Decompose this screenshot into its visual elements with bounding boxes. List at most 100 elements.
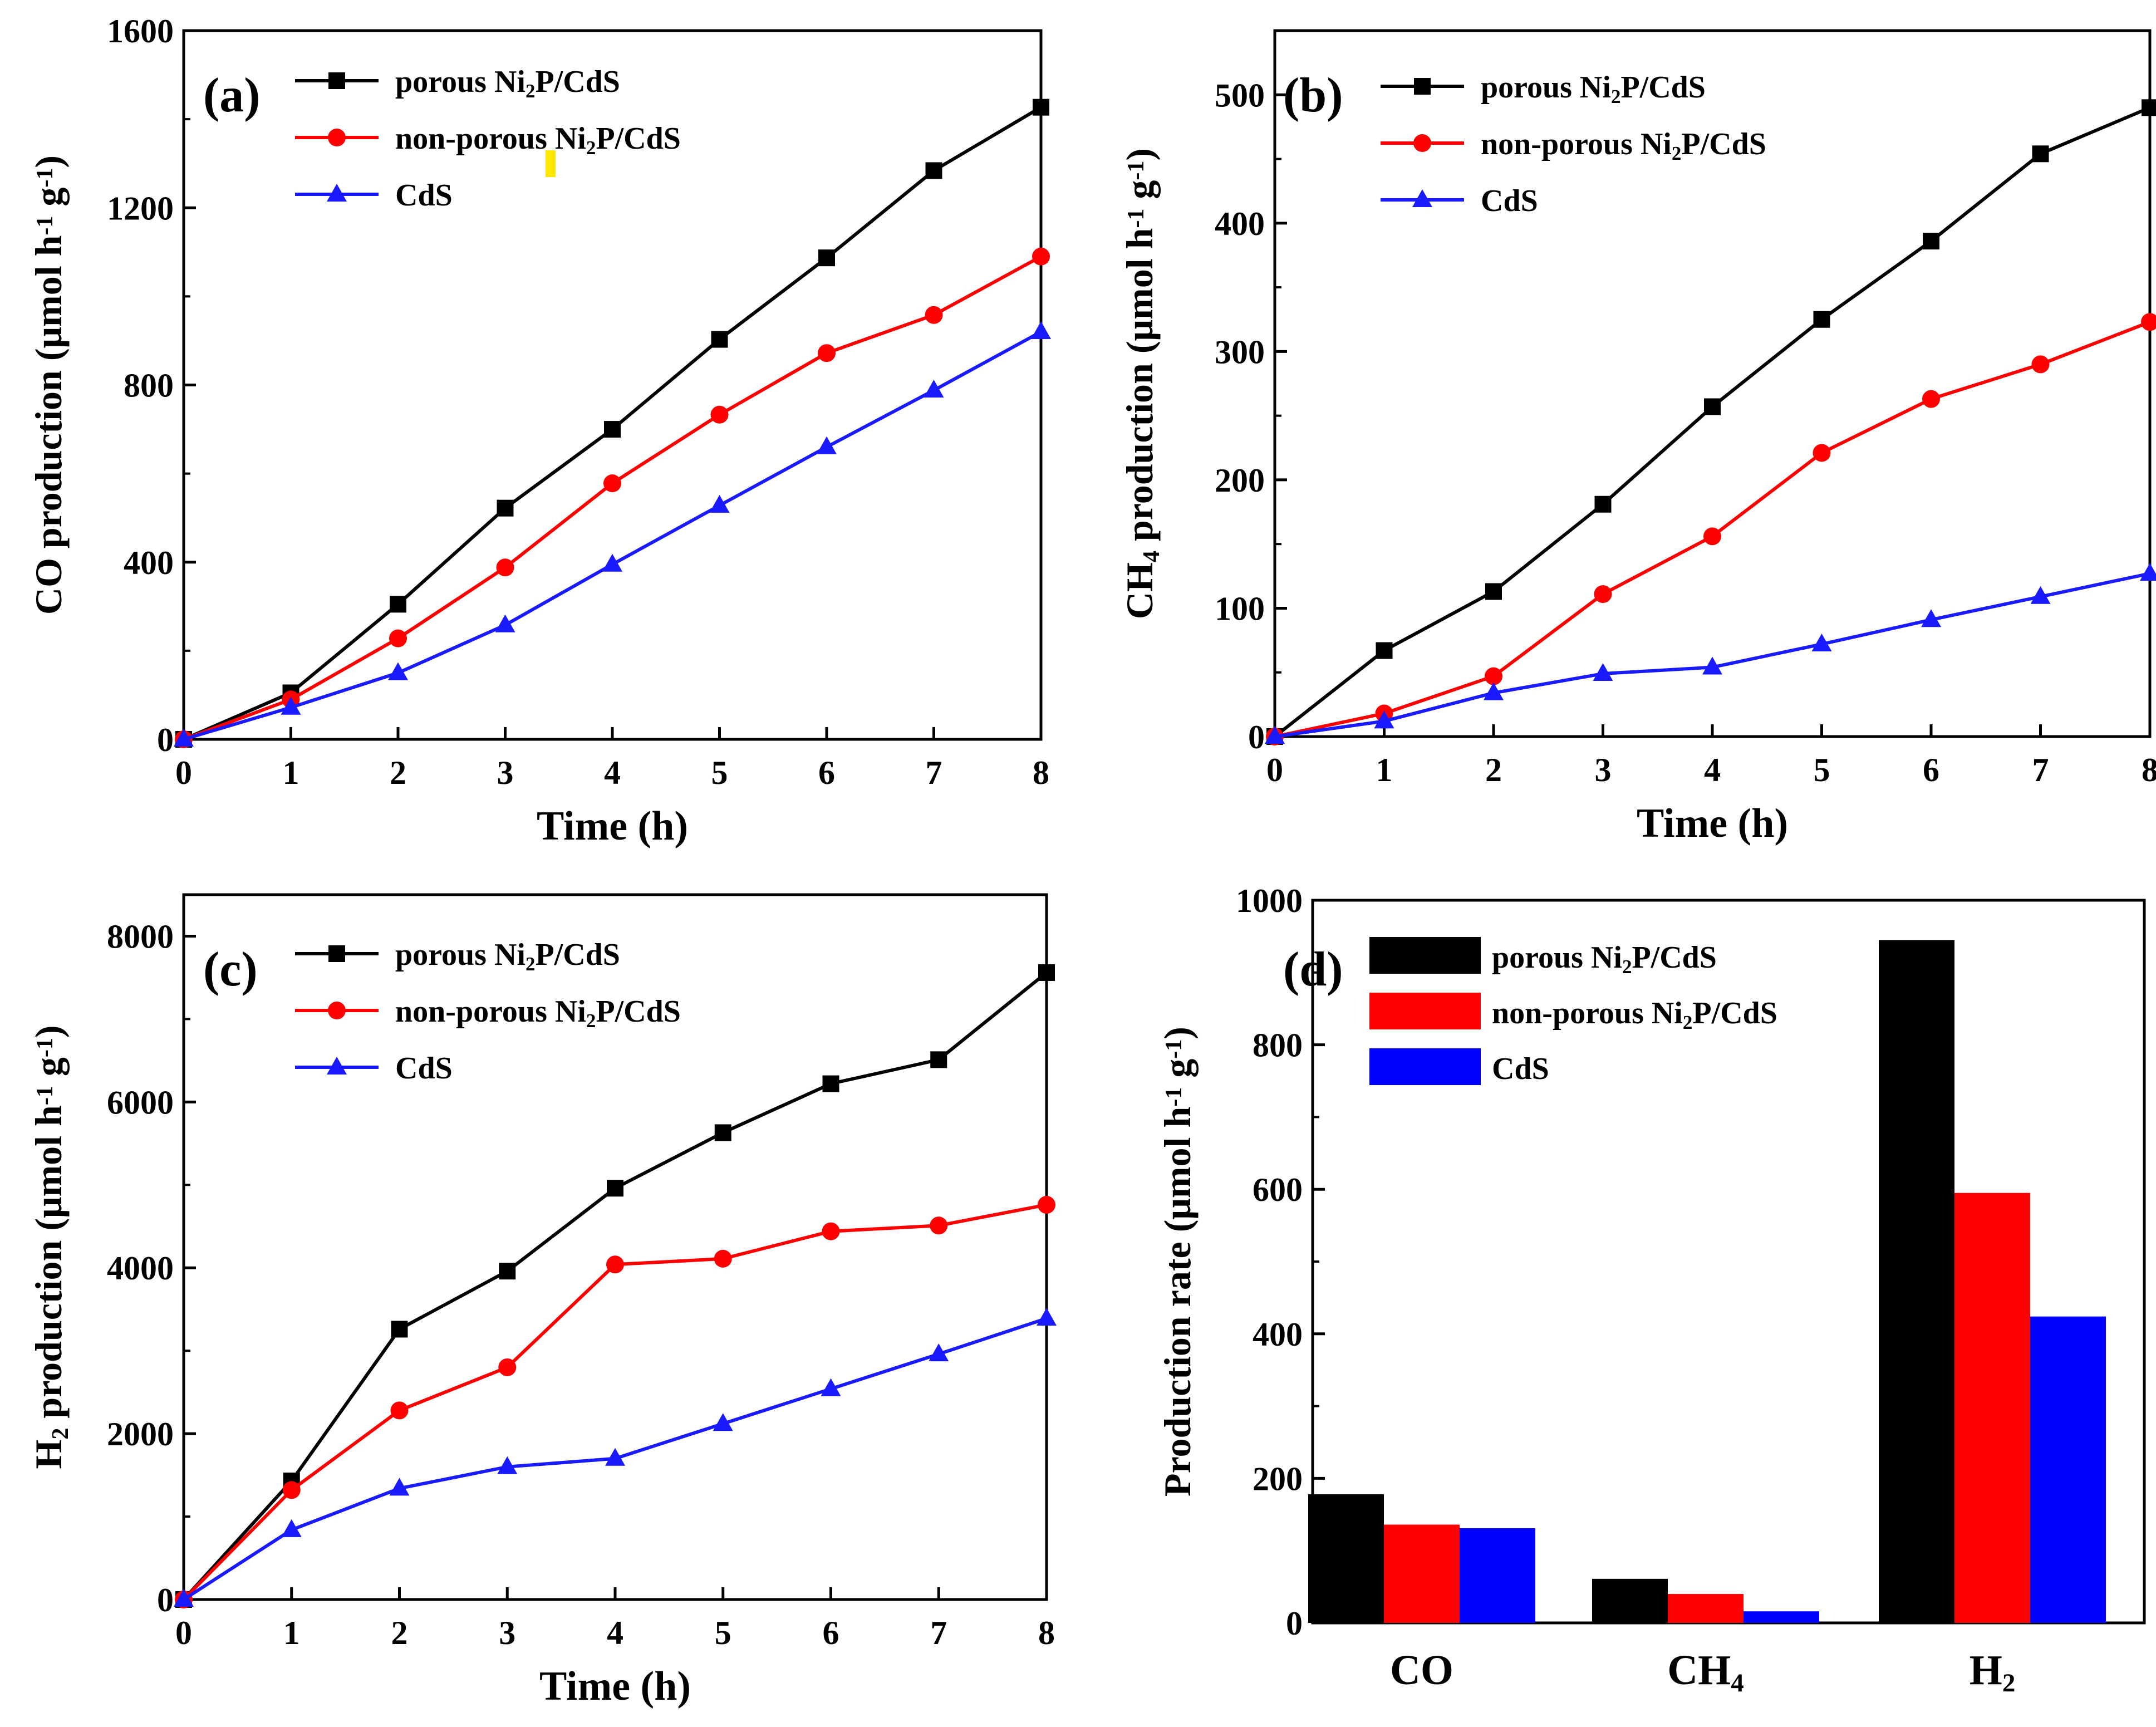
y-tick-label: 4000 bbox=[107, 1250, 174, 1287]
data-point bbox=[925, 162, 942, 179]
data-point bbox=[605, 1448, 625, 1466]
data-point bbox=[714, 1124, 731, 1141]
panel-letter: (b) bbox=[1283, 68, 1343, 122]
data-point bbox=[390, 596, 406, 613]
bar bbox=[1592, 1578, 1668, 1623]
y-tick-label: 0 bbox=[157, 722, 174, 758]
x-tick-label: 4 bbox=[1704, 752, 1721, 788]
series-line bbox=[183, 255, 1042, 741]
legend-label: CdS bbox=[1492, 1052, 1549, 1086]
data-point bbox=[390, 1401, 409, 1420]
data-point bbox=[1594, 495, 1612, 513]
data-point bbox=[2141, 313, 2156, 331]
bar bbox=[1879, 940, 1954, 1623]
y-axis-title: CH4 production (μmol h-1 g-1) bbox=[1118, 148, 1165, 619]
bar bbox=[1668, 1594, 1744, 1623]
panel-letter: (c) bbox=[203, 943, 258, 997]
data-point bbox=[924, 380, 944, 398]
y-tick-label: 1600 bbox=[107, 13, 174, 50]
data-point bbox=[710, 405, 729, 424]
data-point bbox=[1594, 585, 1612, 604]
legend-marker bbox=[328, 945, 345, 962]
x-tick-label: 3 bbox=[497, 754, 514, 791]
data-point bbox=[925, 306, 943, 324]
data-point bbox=[2142, 99, 2156, 116]
category-label: H2 bbox=[1970, 1647, 2016, 1697]
data-point bbox=[1811, 634, 1832, 652]
data-point bbox=[714, 1249, 732, 1268]
data-point bbox=[498, 1358, 517, 1376]
data-point bbox=[929, 1343, 949, 1362]
data-point bbox=[1485, 667, 1502, 685]
data-point bbox=[389, 1478, 410, 1496]
x-tick-label: 8 bbox=[2142, 752, 2156, 788]
x-tick-label: 6 bbox=[823, 1615, 839, 1651]
legend-marker bbox=[328, 129, 346, 146]
data-point bbox=[499, 1263, 516, 1280]
data-point bbox=[1037, 1308, 1057, 1326]
x-tick-label: 1 bbox=[1376, 752, 1393, 788]
legend-swatch bbox=[1369, 1048, 1481, 1085]
panel-c: 0 2000 4000 6000 8000 H2 production (μmol h-1… bbox=[27, 893, 1057, 1709]
legend-marker bbox=[328, 72, 345, 89]
y-tick-label: 500 bbox=[1215, 77, 1265, 114]
bar bbox=[2030, 1316, 2106, 1623]
y-tick-label: 0 bbox=[157, 1582, 174, 1618]
x-tick-label: 0 bbox=[1266, 752, 1283, 788]
data-point bbox=[2032, 145, 2049, 163]
legend-swatch bbox=[1369, 937, 1481, 974]
series-line bbox=[1274, 106, 2151, 738]
x-tick-label: 7 bbox=[930, 1615, 947, 1651]
data-point bbox=[822, 1075, 839, 1092]
legend-label: non-porous Ni2P/CdS bbox=[1492, 996, 1777, 1033]
data-point bbox=[709, 494, 730, 513]
legend-marker bbox=[328, 1002, 346, 1019]
x-tick-label: 8 bbox=[1038, 1615, 1055, 1651]
y-tick-label: 8000 bbox=[107, 918, 174, 955]
data-point bbox=[497, 499, 514, 517]
data-point bbox=[604, 421, 621, 438]
legend-marker bbox=[327, 184, 347, 202]
y-tick-label: 1200 bbox=[107, 190, 174, 227]
x-tick-label: 4 bbox=[604, 754, 621, 791]
x-tick-label: 2 bbox=[390, 754, 406, 791]
data-point bbox=[817, 436, 837, 454]
data-point bbox=[2140, 563, 2156, 581]
panel-a: 0 400 800 1200 1600 CO production (μmol h-1 g… bbox=[27, 13, 1051, 849]
x-axis-title: Time (h) bbox=[539, 1664, 691, 1709]
data-point bbox=[174, 729, 194, 747]
data-point bbox=[818, 344, 836, 362]
data-point bbox=[711, 331, 728, 348]
y-tick-label: 0 bbox=[1286, 1605, 1303, 1642]
data-point bbox=[930, 1051, 947, 1068]
legend-label: porous Ni2P/CdS bbox=[1492, 940, 1717, 978]
data-point bbox=[822, 1222, 840, 1240]
y-tick-label: 0 bbox=[1248, 719, 1265, 755]
data-point bbox=[1922, 390, 1940, 408]
y-tick-label: 2000 bbox=[107, 1416, 174, 1453]
data-point bbox=[1033, 99, 1049, 116]
x-tick-label: 6 bbox=[818, 754, 835, 791]
data-point bbox=[1593, 663, 1613, 681]
data-point bbox=[1374, 710, 1394, 729]
y-axis-title: CO production (μmol h-1 g-1) bbox=[27, 155, 70, 615]
series-line bbox=[1274, 572, 2150, 738]
panel-letter: (d) bbox=[1283, 943, 1343, 997]
data-point bbox=[1038, 1196, 1055, 1214]
data-point bbox=[1813, 311, 1830, 328]
x-tick-label: 8 bbox=[1033, 754, 1049, 791]
y-axis-title: H2 production (μmol h-1 g-1) bbox=[27, 1025, 73, 1469]
data-point bbox=[1376, 642, 1393, 659]
data-point bbox=[1485, 583, 1502, 600]
category-label: CH4 bbox=[1667, 1647, 1744, 1697]
legend-label: CdS bbox=[395, 178, 453, 213]
bar bbox=[1954, 1193, 2030, 1623]
legend-marker bbox=[1413, 134, 1431, 152]
legend-label: porous Ni2P/CdS bbox=[395, 938, 620, 975]
x-tick-label: 0 bbox=[175, 754, 192, 791]
data-point bbox=[2030, 586, 2051, 604]
bar bbox=[1460, 1528, 1535, 1623]
legend-marker bbox=[327, 1057, 347, 1075]
x-tick-label: 5 bbox=[711, 754, 728, 791]
panel-b: 0 100 200 300 400 500 CH4 production (μmol h-1… bbox=[1118, 29, 2156, 846]
